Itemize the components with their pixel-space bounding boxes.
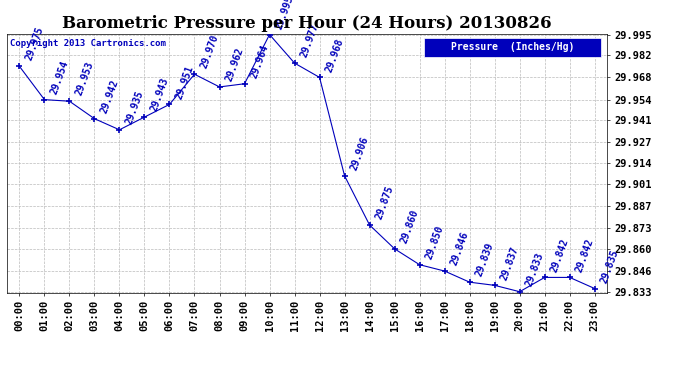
Text: 29.837: 29.837 (499, 244, 520, 281)
Text: 29.846: 29.846 (448, 230, 471, 267)
Text: 29.943: 29.943 (148, 76, 170, 113)
Text: 29.842: 29.842 (574, 237, 595, 273)
Text: 29.964: 29.964 (248, 43, 270, 80)
Text: Pressure  (Inches/Hg): Pressure (Inches/Hg) (451, 42, 574, 52)
Text: 29.968: 29.968 (324, 37, 345, 73)
Text: 29.935: 29.935 (124, 89, 145, 126)
FancyBboxPatch shape (424, 38, 601, 57)
Text: 29.995: 29.995 (274, 0, 295, 30)
Text: 29.962: 29.962 (224, 46, 245, 83)
Text: 29.954: 29.954 (48, 59, 70, 96)
Text: Copyright 2013 Cartronics.com: Copyright 2013 Cartronics.com (10, 39, 166, 48)
Text: 29.839: 29.839 (474, 242, 495, 278)
Text: 29.875: 29.875 (374, 184, 395, 221)
Text: 29.975: 29.975 (23, 26, 45, 62)
Title: Barometric Pressure per Hour (24 Hours) 20130826: Barometric Pressure per Hour (24 Hours) … (62, 15, 552, 32)
Text: 29.970: 29.970 (199, 33, 220, 70)
Text: 29.833: 29.833 (524, 251, 545, 288)
Text: 29.835: 29.835 (599, 248, 620, 284)
Text: 29.977: 29.977 (299, 22, 320, 59)
Text: 29.906: 29.906 (348, 135, 371, 172)
Text: 29.953: 29.953 (74, 60, 95, 97)
Text: 29.951: 29.951 (174, 64, 195, 100)
Text: 29.942: 29.942 (99, 78, 120, 114)
Text: 29.850: 29.850 (424, 224, 445, 261)
Text: 29.842: 29.842 (549, 237, 571, 273)
Text: 29.860: 29.860 (399, 208, 420, 245)
